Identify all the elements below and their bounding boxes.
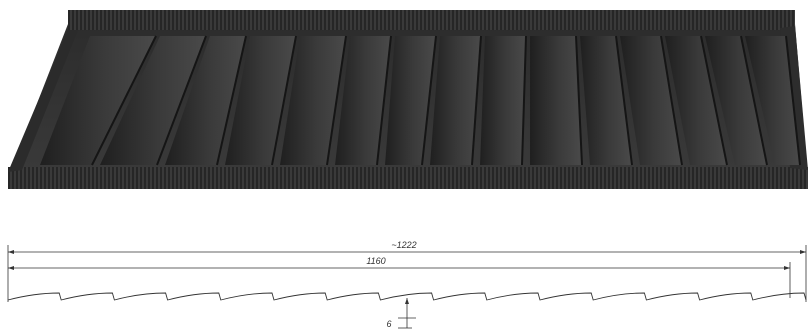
overall-width-arrow-left [8,250,14,254]
panel-step-face [225,36,296,165]
panel-step-face [40,36,156,165]
overall-width-label: ~1222 [391,240,416,250]
panel-step-edge [421,35,437,166]
panel-step-edge [575,35,583,166]
panel-step-face [665,36,727,165]
panel-step-edge [271,35,297,166]
panel-step-face [165,36,246,165]
panel-step-face [430,36,481,165]
panel-bottom-ridge [8,167,808,189]
working-width-arrow-right [784,266,790,270]
panel-step-face [280,36,346,165]
panel-step-edge [91,35,157,166]
panel-step-face [620,36,682,165]
panel-step-edge [471,35,482,166]
panel-step-edge [700,35,728,166]
panel-step-face [480,36,526,165]
panel-step-edge [326,35,347,166]
panel-step-face [100,36,206,165]
panel-profile-line [7,292,807,301]
panel-step-edge [660,35,683,166]
roof-panel-3d [8,10,808,189]
panel-step-face [335,36,391,165]
panel-step-edge [521,35,527,166]
profile-dimensions [7,245,807,329]
step-dim-arrow [405,298,409,304]
panel-step-edge [376,35,392,166]
working-width-arrow-left [8,266,14,270]
panel-step-face [385,36,436,165]
panel-top-ridge [68,10,795,30]
panel-step-edge [740,35,768,166]
working-width-label: 1160 [366,256,385,266]
panel-step-face [705,36,767,165]
step-height-label: 6 [386,319,391,329]
panel-step-edge [785,35,801,166]
panel-step-edge [216,35,247,166]
overall-width-arrow-right [800,250,806,254]
panel-step-face [530,36,582,165]
panel-left-end [8,30,78,172]
panel-step-edge [156,35,207,166]
panel-step-face [745,36,800,165]
panel-step-edge [615,35,633,166]
panel-steps [40,35,801,166]
